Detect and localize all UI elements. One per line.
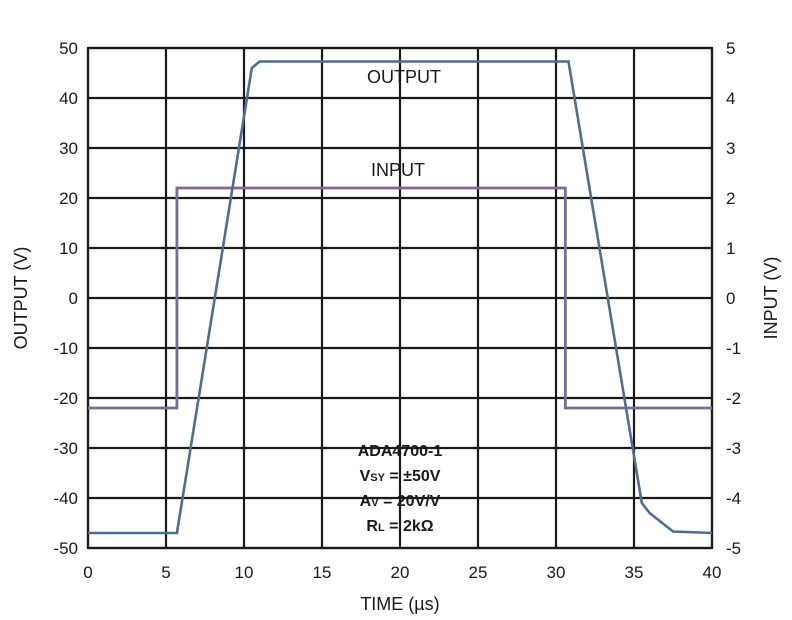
x-tick-label: 20 [391,563,410,582]
y-left-tick-label: 10 [59,239,78,258]
x-tick-label: 0 [83,563,92,582]
input-series-label: INPUT [371,160,425,180]
input-series-line [88,186,712,410]
y-right-tick-label: -2 [726,389,741,408]
x-tick-label: 40 [703,563,722,582]
annotation-supply: VSY = ±50V [360,468,441,485]
plot-frame [86,46,714,550]
output-series-line [88,60,713,535]
annotation-part-number: ADA4700-1 [358,443,443,460]
x-tick-label: 15 [313,563,332,582]
y-right-tick-label: 3 [726,139,735,158]
y-left-tick-label: -40 [53,489,78,508]
x-tick-label: 35 [625,563,644,582]
annotation-gain: AV = 20V/V [360,493,441,510]
y-left-tick-label: 40 [59,89,78,108]
y-right-tick-label: 5 [726,39,735,58]
x-tick-label: 30 [547,563,566,582]
y-axis-left-title: OUTPUT (V) [11,247,31,350]
tick-labels: 0 5 10 15 20 25 30 35 4050403020100-10-20-30-40-… [53,39,741,582]
x-tick-label: 25 [469,563,488,582]
grid-lines [86,46,714,550]
y-right-tick-label: 2 [726,189,735,208]
y-axis-right-title: INPUT (V) [761,257,781,340]
y-left-tick-label: -50 [53,539,78,558]
spec-annotation: ADA4700-1 VSY = ±50V AV = 20V/V RL = 2kΩ [358,443,443,535]
x-axis-title: TIME (µs) [360,594,439,614]
y-right-tick-label: 0 [726,289,735,308]
y-left-tick-label: 0 [69,289,78,308]
y-right-tick-label: -4 [726,489,741,508]
y-right-tick-label: 1 [726,239,735,258]
annotation-load: RL = 2kΩ [366,518,433,535]
y-right-tick-label: 4 [726,89,735,108]
output-series-label: OUTPUT [367,67,441,87]
x-tick-label: 5 [161,563,170,582]
y-left-tick-label: -30 [53,439,78,458]
y-left-tick-label: 30 [59,139,78,158]
x-tick-label: 10 [235,563,254,582]
y-left-tick-label: -20 [53,389,78,408]
y-left-tick-label: -10 [53,339,78,358]
y-right-tick-label: -1 [726,339,741,358]
y-right-tick-label: -3 [726,439,741,458]
y-left-tick-label: 20 [59,189,78,208]
y-right-tick-label: -5 [726,539,741,558]
y-left-tick-label: 50 [59,39,78,58]
